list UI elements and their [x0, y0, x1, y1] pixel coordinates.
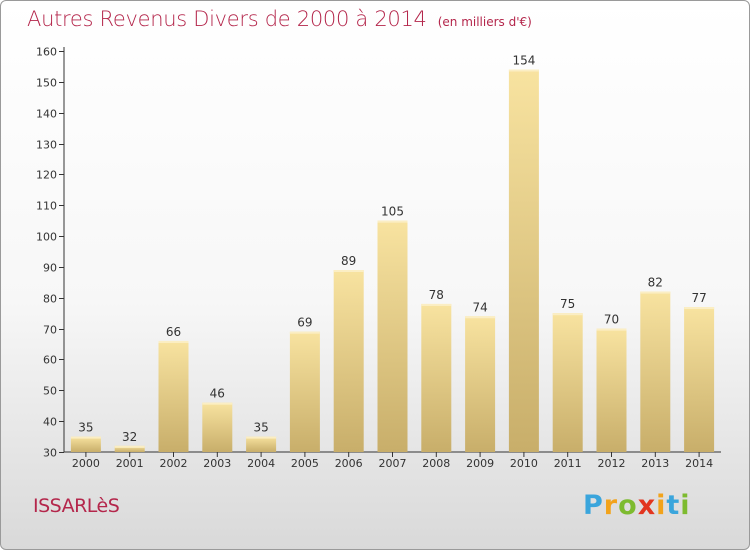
bar-value-label: 69	[297, 316, 312, 330]
x-tick-label: 2013	[641, 457, 669, 470]
bar-highlight	[508, 69, 539, 72]
bar-value-label: 78	[429, 288, 444, 302]
bar	[640, 291, 671, 452]
logo-letter: t	[666, 490, 681, 521]
bar-value-label: 154	[512, 54, 535, 68]
y-tick-label: 60	[43, 354, 57, 367]
bar	[596, 328, 627, 452]
bar-highlight	[114, 445, 145, 448]
chart-unit-text: (en milliers d'€)	[437, 15, 532, 29]
chart-title-text: Autres Revenus Divers de 2000 à 2014	[27, 7, 427, 31]
bar-value-label: 89	[341, 254, 356, 268]
bar-value-label: 70	[604, 313, 619, 327]
x-tick-label: 2000	[72, 457, 100, 470]
x-tick-label: 2008	[422, 457, 450, 470]
x-tick-label: 2009	[466, 457, 494, 470]
bar-value-label: 75	[560, 297, 575, 311]
bar-value-label: 35	[253, 421, 268, 435]
x-tick-label: 2010	[510, 457, 538, 470]
x-tick-label: 2007	[379, 457, 407, 470]
x-tick-label: 2011	[554, 457, 582, 470]
bar-value-label: 77	[691, 291, 706, 305]
x-tick-label: 2014	[685, 457, 713, 470]
bar-highlight	[158, 340, 189, 343]
x-tick-label: 2006	[335, 457, 363, 470]
logo-letter: i	[680, 490, 691, 521]
bar-value-label: 66	[166, 325, 181, 339]
logo-letter: i	[656, 490, 667, 521]
bar	[246, 436, 277, 452]
x-tick-label: 2002	[160, 457, 188, 470]
bar-value-label: 32	[122, 430, 137, 444]
bar-value-label: 82	[648, 276, 663, 290]
bar	[552, 313, 583, 452]
bar-highlight	[421, 303, 452, 306]
x-tick-label: 2003	[203, 457, 231, 470]
y-tick-label: 80	[43, 293, 57, 306]
chart-bars	[70, 69, 715, 452]
x-tick-label: 2005	[291, 457, 319, 470]
bar-highlight	[246, 436, 277, 439]
bar-highlight	[289, 331, 320, 334]
proxiti-logo: Proxiti	[583, 490, 691, 521]
y-tick-label: 100	[36, 231, 57, 244]
bar	[465, 316, 496, 452]
y-tick-label: 30	[43, 447, 57, 460]
y-tick-label: 160	[36, 46, 57, 59]
x-tick-label: 2012	[598, 457, 626, 470]
bar-highlight	[684, 307, 715, 310]
bar	[684, 307, 715, 452]
y-tick-label: 150	[36, 77, 57, 90]
bar	[114, 445, 145, 452]
x-tick-label: 2001	[116, 457, 144, 470]
bar-highlight	[552, 313, 583, 316]
bar-highlight	[640, 291, 671, 294]
bar	[202, 402, 233, 452]
bar-highlight	[333, 270, 364, 273]
y-tick-label: 40	[43, 416, 57, 429]
bar	[508, 69, 539, 452]
bar-highlight	[465, 316, 496, 319]
bar	[158, 340, 189, 452]
bar-highlight	[70, 436, 101, 439]
commune-name: ISSARLèS	[33, 495, 120, 517]
logo-letter: r	[603, 490, 619, 521]
y-tick-label: 130	[36, 139, 57, 152]
bar	[377, 220, 408, 452]
bar	[289, 331, 320, 452]
bar-value-label: 35	[78, 421, 93, 435]
y-tick-label: 110	[36, 200, 57, 213]
chart-axes: 30 40 50 60 70 80 90 100 110 120 130 140 150 160 2000 2…	[36, 46, 721, 470]
bar-highlight	[596, 328, 627, 331]
bar-value-label: 46	[210, 387, 225, 401]
logo-letter: x	[637, 490, 657, 521]
bar	[70, 436, 101, 452]
bar-highlight	[377, 220, 408, 223]
x-tick-label: 2004	[247, 457, 275, 470]
bar-value-label: 74	[472, 300, 487, 314]
logo-letter: o	[618, 490, 638, 521]
y-tick-label: 70	[43, 324, 57, 337]
logo-letter: P	[583, 490, 604, 521]
y-tick-label: 50	[43, 385, 57, 398]
chart-value-labels: 35 32 66 46 35 69 89 105 78 74 154 75 70 82 77	[78, 54, 706, 444]
y-tick-label: 120	[36, 169, 57, 182]
bar-value-label: 105	[381, 205, 404, 219]
y-tick-label: 140	[36, 108, 57, 121]
chart-title: Autres Revenus Divers de 2000 à 2014 (en…	[27, 7, 532, 31]
bar	[421, 303, 452, 452]
bar	[333, 270, 364, 452]
y-tick-label: 90	[43, 262, 57, 275]
bar-highlight	[202, 402, 233, 405]
